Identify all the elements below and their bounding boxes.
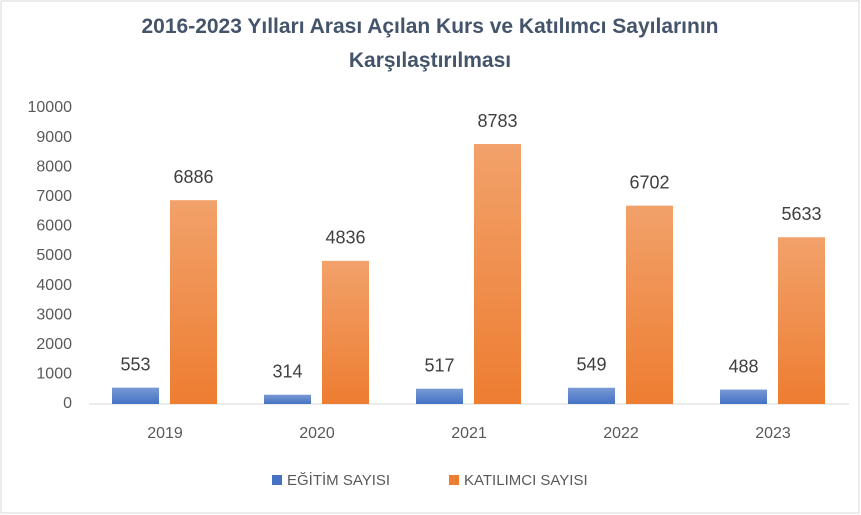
bar	[264, 394, 311, 404]
bar	[112, 387, 159, 404]
y-tick-label: 2000	[36, 336, 72, 353]
y-tick-label: 10000	[28, 99, 73, 116]
data-label: 517	[424, 355, 454, 375]
bar	[474, 144, 521, 404]
data-label: 488	[728, 356, 758, 376]
data-label: 6886	[173, 167, 213, 187]
y-tick-label: 8000	[36, 158, 72, 175]
x-tick-label: 2019	[147, 425, 183, 442]
y-tick-label: 6000	[36, 218, 72, 235]
x-tick-label: 2023	[755, 425, 791, 442]
legend-label: EĞİTİM SAYISI	[287, 471, 390, 489]
legend-label: KATILIMCI SAYISI	[464, 472, 588, 489]
x-tick-label: 2021	[451, 425, 487, 442]
x-tick-label: 2020	[299, 425, 335, 442]
y-tick-label: 1000	[36, 366, 72, 383]
bar	[322, 260, 369, 404]
data-label: 6702	[629, 172, 669, 192]
y-tick-label: 0	[63, 395, 72, 412]
data-label: 553	[120, 354, 150, 374]
y-tick-label: 4000	[36, 277, 72, 294]
data-label: 4836	[325, 228, 365, 248]
y-tick-label: 3000	[36, 306, 72, 323]
bar	[416, 388, 463, 404]
bar	[170, 200, 217, 404]
legend-swatch	[449, 475, 459, 485]
data-label: 549	[576, 354, 606, 374]
legend-swatch	[272, 475, 282, 485]
x-tick-label: 2022	[603, 425, 639, 442]
data-label: 5633	[781, 204, 821, 224]
bar	[568, 387, 615, 404]
chart-title: 2016-2023 Yılları Arası Açılan Kurs ve K…	[141, 15, 719, 72]
y-tick-label: 7000	[36, 188, 72, 205]
y-tick-label: 9000	[36, 129, 72, 146]
bar	[778, 237, 825, 404]
data-label: 314	[272, 361, 302, 381]
bar	[720, 389, 767, 404]
data-label: 8783	[477, 111, 517, 131]
bar	[626, 205, 673, 404]
y-tick-label: 5000	[36, 247, 72, 264]
